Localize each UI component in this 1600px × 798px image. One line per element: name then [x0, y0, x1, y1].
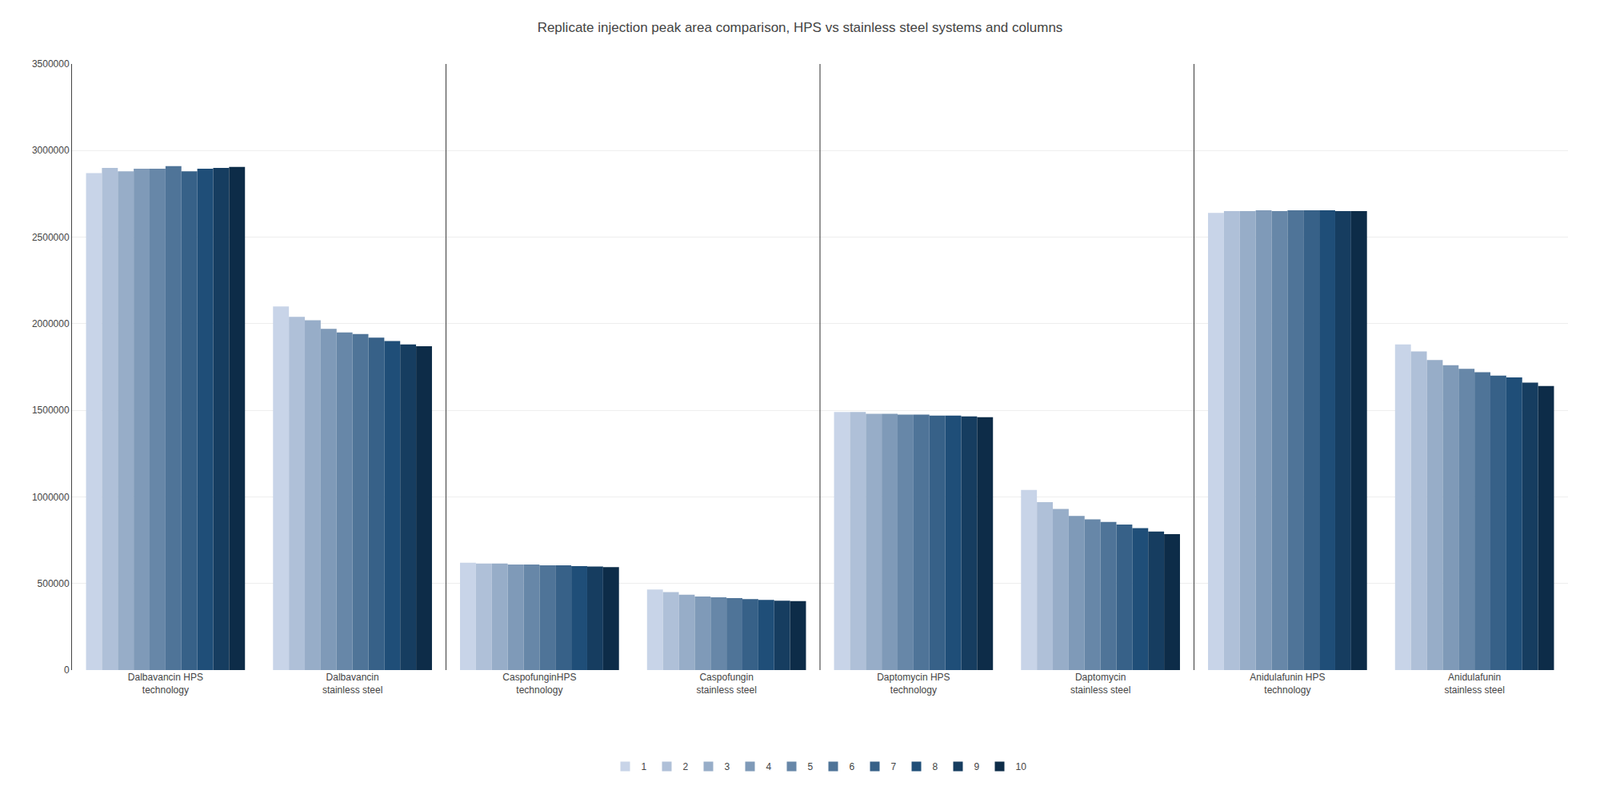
- svg-text:Anidulafunin HPStechnology: Anidulafunin HPStechnology: [1249, 672, 1325, 696]
- svg-text:Anidulafuninstainless steel: Anidulafuninstainless steel: [1444, 672, 1504, 696]
- svg-text:3500000: 3500000: [32, 58, 70, 70]
- svg-text:Daptomycin HPStechnology: Daptomycin HPStechnology: [876, 672, 950, 696]
- svg-text:3: 3: [724, 761, 731, 773]
- svg-text:1500000: 1500000: [32, 404, 70, 416]
- svg-text:4: 4: [766, 761, 772, 773]
- svg-text:0: 0: [64, 664, 70, 676]
- svg-text:7: 7: [891, 761, 897, 773]
- svg-text:9: 9: [974, 761, 980, 773]
- svg-text:5: 5: [808, 761, 814, 773]
- svg-text:CaspofunginHPStechnology: CaspofunginHPStechnology: [502, 672, 576, 696]
- svg-text:8: 8: [932, 761, 939, 773]
- svg-text:3000000: 3000000: [32, 144, 70, 156]
- svg-text:Caspofunginstainless steel: Caspofunginstainless steel: [696, 672, 756, 696]
- svg-text:2: 2: [683, 761, 689, 773]
- svg-text:Daptomycinstainless steel: Daptomycinstainless steel: [1070, 672, 1131, 696]
- svg-text:1000000: 1000000: [32, 492, 70, 504]
- svg-text:500000: 500000: [37, 578, 70, 590]
- svg-text:Dalbavancin HPStechnology: Dalbavancin HPStechnology: [128, 672, 204, 696]
- svg-text:1: 1: [641, 761, 648, 773]
- svg-text:Dalbavancinstainless steel: Dalbavancinstainless steel: [322, 672, 383, 696]
- svg-text:2500000: 2500000: [32, 232, 70, 244]
- svg-text:6: 6: [849, 761, 856, 773]
- svg-text:Replicate injection peak area: Replicate injection peak area comparison…: [537, 20, 1064, 36]
- svg-text:2000000: 2000000: [32, 318, 70, 330]
- svg-text:10: 10: [1016, 761, 1028, 773]
